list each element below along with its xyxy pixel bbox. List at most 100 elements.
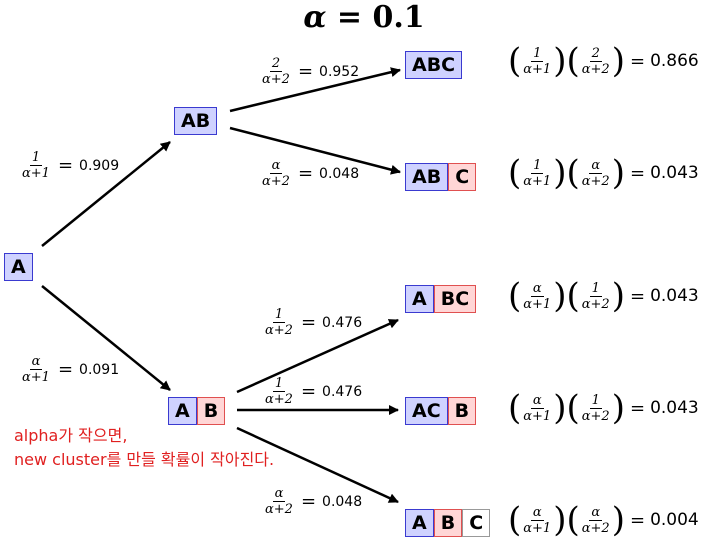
node-a-b: A B [168,397,226,425]
edge-label-a-b-ac-b: 1 α+2 = 0.476 [263,376,362,407]
paren-open: ( [508,276,522,316]
probability-abc: (1 α+1) (2 α+2) = 0.866 [508,44,699,78]
node-ac-b: AC B [405,397,477,425]
fraction: α α+2 [263,486,295,517]
paren-open: ( [566,500,580,540]
edge-value: 0.048 [319,165,360,182]
edge-value: 0.091 [79,361,120,378]
arrow-a-b-to-a-b-c [236,426,399,504]
paren-close: ) [611,500,625,540]
fraction: 1 α+2 [580,281,612,312]
probability-a-b-c: (α α+1) (α α+2) = 0.004 [508,503,699,537]
edge-label-a-b-a-bc: 1 α+2 = 0.476 [263,307,362,338]
equals-sign: = [629,50,646,72]
cell-ab: AB [405,163,449,191]
numerator: α [530,504,544,521]
probability-value: 0.004 [650,510,699,530]
paren-close: ) [611,276,625,316]
denominator: α+1 [523,61,552,77]
numerator: 1 [589,392,602,409]
numerator: 1 [29,150,43,166]
cell-bc: BC [433,285,477,313]
numerator: α [589,504,603,521]
equals-sign: = [629,509,646,531]
cell-abc: ABC [405,51,463,79]
fraction: α α+1 [521,505,553,536]
numerator: α [29,354,43,370]
paren-open: ( [508,41,522,81]
denominator: α+2 [581,520,610,536]
edge-label-ab-abc: 2 α+2 = 0.952 [260,56,359,87]
annotation-line-2: new cluster를 만들 확률이 작아진다. [14,450,275,469]
paren-open: ( [508,153,522,193]
probability-a-bc: (α α+1) (1 α+2) = 0.043 [508,279,699,313]
fraction: 1 α+1 [521,46,553,77]
denominator: α+2 [581,173,610,189]
denominator: α+1 [22,166,50,181]
equals-sign: = [57,359,74,380]
paren-open: ( [566,41,580,81]
edge-value: 0.476 [322,383,363,400]
paren-close: ) [553,388,567,428]
denominator: α+1 [22,370,50,385]
paren-close: ) [611,153,625,193]
probability-value: 0.043 [650,286,699,306]
numerator: 1 [531,45,544,62]
paren-close: ) [553,276,567,316]
numerator: α [530,280,544,297]
equals-sign: = [629,397,646,419]
denominator: α+2 [265,392,293,407]
cell-ab: AB [174,107,218,135]
numerator: 1 [531,157,544,174]
node-ab: AB [174,107,218,135]
node-a: A [4,253,33,281]
equals-sign: = [300,491,317,512]
denominator: α+1 [523,296,552,312]
probability-value: 0.866 [650,51,699,71]
fraction: 1 α+2 [263,376,295,407]
annotation-note: alpha가 작으면, new cluster를 만들 확률이 작아진다. [14,424,274,472]
denominator: α+2 [262,72,290,87]
fraction: α α+1 [20,354,52,385]
denominator: α+1 [523,173,552,189]
equals-sign: = [57,155,74,176]
node-a-b-c: A B C [405,509,491,537]
paren-close: ) [553,153,567,193]
edge-value: 0.952 [319,63,360,80]
paren-close: ) [611,388,625,428]
edge-value: 0.909 [79,157,120,174]
denominator: α+2 [581,296,610,312]
edge-label-a-ab: 1 α+1 = 0.909 [20,150,119,181]
equals-sign: = [300,381,317,402]
cell-b: B [447,397,477,425]
cell-a: A [405,509,434,537]
edge-label-ab-ab-c: α α+2 = 0.048 [260,158,359,189]
cell-c: C [462,509,491,537]
probability-ab-c: (1 α+1) ( α α+2) = 0.043 [508,156,699,190]
equals-sign: = [629,162,646,184]
numerator: 2 [269,56,283,72]
edge-value: 0.476 [322,314,363,331]
numerator: α [269,158,283,174]
fraction: 1 α+1 [20,150,52,181]
equals-sign: = [629,285,646,307]
numerator: 1 [589,280,602,297]
denominator: α+2 [581,408,610,424]
title-alpha: α [303,0,327,35]
denominator: α+1 [523,408,552,424]
numerator: 2 [589,45,602,62]
equals-sign: = [300,312,317,333]
paren-close: ) [611,41,625,81]
edge-label-a-b-a-b-c: α α+2 = 0.048 [263,486,362,517]
probability-value: 0.043 [650,163,699,183]
fraction: α α+2 [260,158,292,189]
paren-open: ( [566,153,580,193]
node-abc: ABC [405,51,463,79]
edge-value: 0.048 [322,493,363,510]
paren-open: ( [508,388,522,428]
cell-a: A [4,253,33,281]
denominator: α+1 [523,520,552,536]
numerator: α [589,157,603,174]
cell-ac: AC [405,397,448,425]
